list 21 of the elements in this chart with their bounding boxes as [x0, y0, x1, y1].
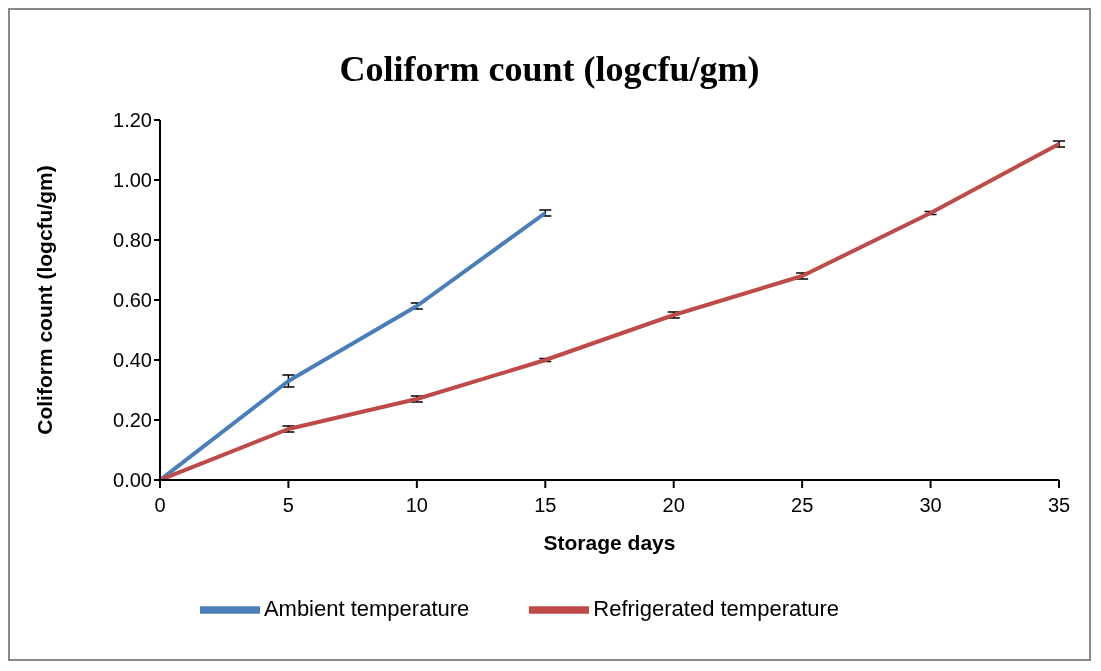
y-tick-label: 0.40	[113, 349, 152, 372]
y-tick-label: 0.20	[113, 409, 152, 432]
x-tick-label: 10	[405, 494, 428, 517]
y-axis-title: Coliform count (logcfu/gm)	[33, 165, 57, 435]
x-tick-label: 20	[662, 494, 685, 517]
y-tick-label: 0.00	[113, 469, 152, 492]
x-tick-label: 5	[282, 494, 294, 517]
legend-label: Refrigerated temperature	[593, 595, 840, 621]
x-tick-label: 0	[154, 494, 166, 517]
y-tick-label: 0.80	[113, 229, 152, 252]
x-tick-label: 30	[919, 494, 942, 517]
chart-title: Coliform count (logcfu/gm)	[338, 48, 761, 90]
y-tick-label: 1.20	[113, 109, 152, 132]
legend-label: Ambient temperature	[263, 595, 470, 621]
x-tick-label: 25	[791, 494, 814, 517]
x-tick-label: 35	[1047, 494, 1071, 517]
y-tick-label: 1.00	[113, 169, 152, 192]
y-tick-label: 0.60	[113, 289, 152, 312]
x-axis-title: Storage days	[543, 531, 676, 554]
x-tick-label: 15	[534, 494, 557, 517]
line-series	[160, 211, 548, 480]
